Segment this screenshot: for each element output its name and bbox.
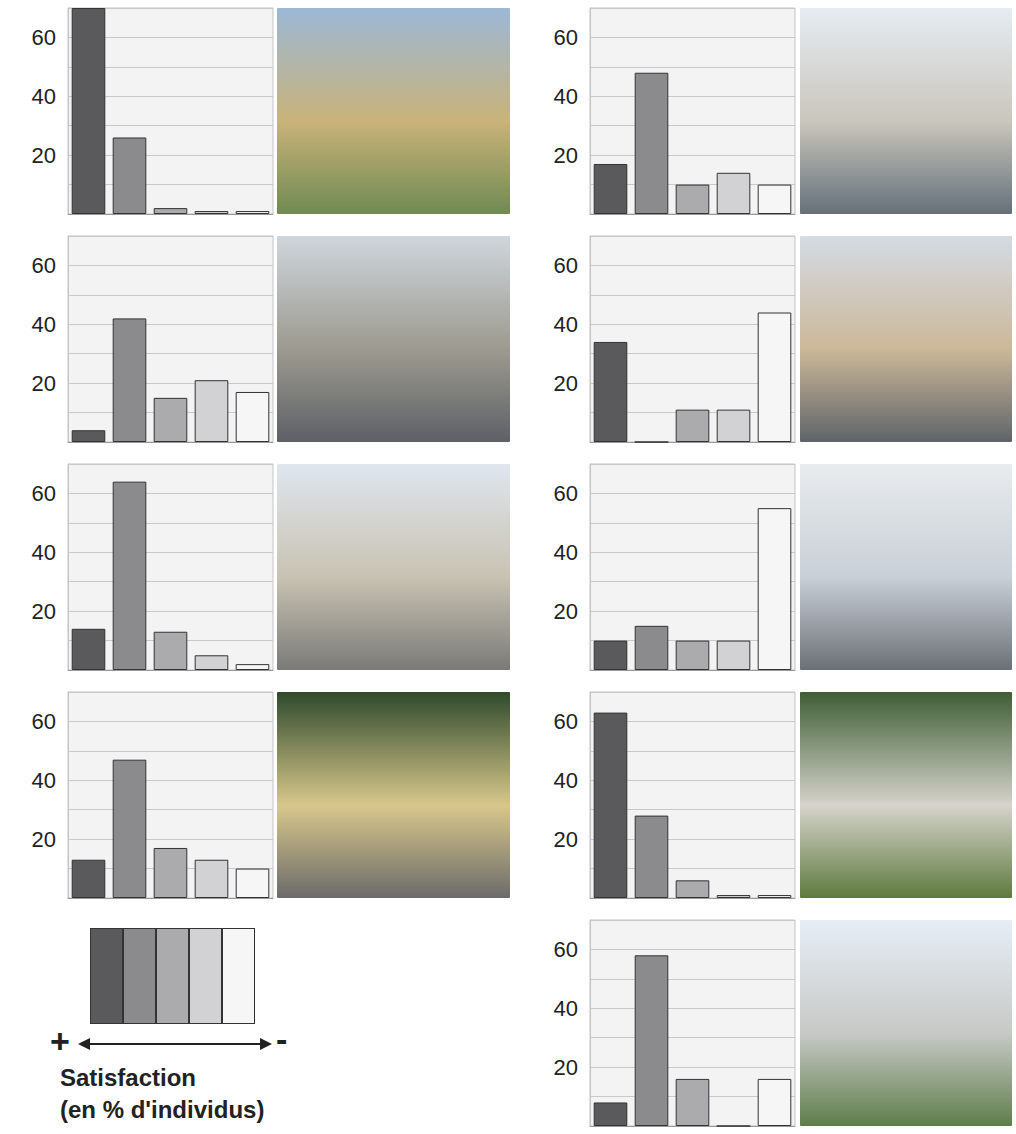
svg-text:60: 60 <box>554 937 578 962</box>
svg-text:60: 60 <box>32 481 56 506</box>
svg-text:20: 20 <box>32 599 56 624</box>
svg-text:20: 20 <box>554 599 578 624</box>
html-text:Satisfaction: Satisfaction <box>60 1064 196 1091</box>
svg-text:40: 40 <box>554 540 578 565</box>
svg-text:20: 20 <box>32 371 56 396</box>
svg-text:40: 40 <box>32 540 56 565</box>
svg-text:20: 20 <box>554 371 578 396</box>
svg-text:40: 40 <box>32 768 56 793</box>
svg-text:60: 60 <box>554 709 578 734</box>
svg-text:60: 60 <box>554 25 578 50</box>
svg-text:20: 20 <box>32 143 56 168</box>
svg-text:60: 60 <box>554 253 578 278</box>
svg-text:60: 60 <box>554 481 578 506</box>
svg-text:60: 60 <box>32 253 56 278</box>
svg-text:20: 20 <box>554 1055 578 1080</box>
svg-text:20: 20 <box>554 827 578 852</box>
svg-text:60: 60 <box>32 25 56 50</box>
svg-text:60: 60 <box>32 709 56 734</box>
svg-text:20: 20 <box>554 143 578 168</box>
html-text:(en % d'individus): (en % d'individus) <box>60 1096 265 1123</box>
svg-text:40: 40 <box>554 312 578 337</box>
svg-text:40: 40 <box>32 84 56 109</box>
svg-text:40: 40 <box>554 84 578 109</box>
svg-text:40: 40 <box>554 996 578 1021</box>
svg-text:40: 40 <box>32 312 56 337</box>
svg-text:20: 20 <box>32 827 56 852</box>
svg-text:40: 40 <box>554 768 578 793</box>
